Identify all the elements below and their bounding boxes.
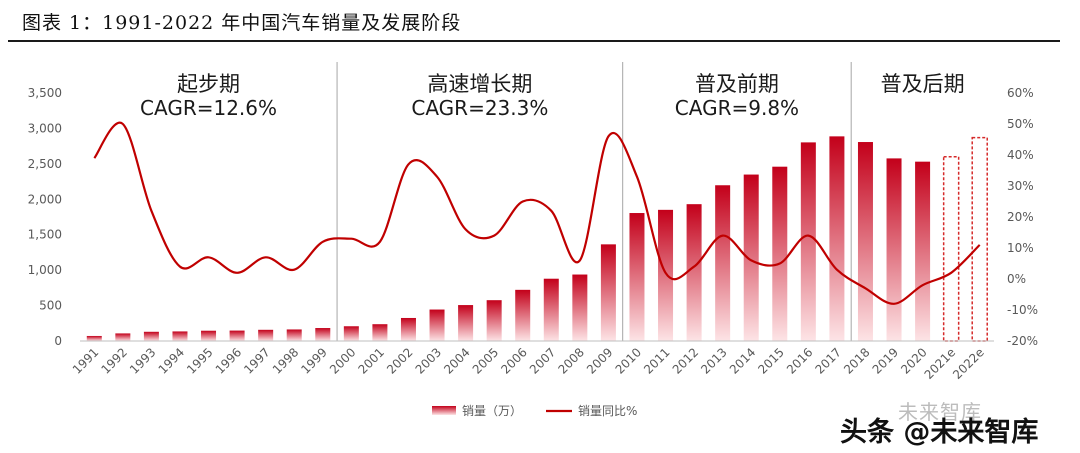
bar-1992 [115, 333, 131, 341]
y-right-tick: 60% [1007, 86, 1034, 100]
bar-2018 [857, 142, 873, 341]
y-right-tick: 0% [1007, 272, 1026, 286]
phase-cagr: CAGR=23.3% [411, 96, 548, 120]
y-right-tick: 40% [1007, 148, 1034, 162]
x-tick-2006: 2006 [498, 345, 529, 376]
x-tick-2003: 2003 [413, 345, 444, 376]
watermark-logo-text: 未来智库 [898, 400, 982, 424]
bar-1991 [86, 335, 102, 341]
bar-1997 [258, 329, 274, 341]
bar-2017 [829, 136, 845, 341]
x-tick-2017: 2017 [813, 345, 844, 376]
bar-2008 [572, 274, 588, 341]
yoy-growth-line [93, 121, 981, 305]
y-left-tick: 1,000 [28, 263, 62, 277]
bar-2004 [458, 305, 474, 341]
y-right-tick: 10% [1007, 241, 1034, 255]
x-tick-2016: 2016 [784, 345, 815, 376]
title-rule [8, 40, 1060, 42]
bar-2001 [372, 324, 388, 341]
bar-2011 [658, 209, 674, 341]
legend-label-line: 销量同比% [578, 404, 637, 418]
x-tick-2011: 2011 [641, 345, 672, 376]
y-right-tick: 50% [1007, 117, 1034, 131]
bar-2015 [772, 166, 788, 341]
x-tick-1994: 1994 [156, 345, 187, 376]
legend-swatch-bar [432, 406, 456, 415]
bar-2016 [800, 142, 816, 341]
x-tick-2014: 2014 [727, 345, 758, 376]
bar-1994 [172, 331, 188, 341]
x-tick-2001: 2001 [356, 345, 387, 376]
x-tick-1998: 1998 [270, 345, 301, 376]
y-left-tick: 3,500 [28, 86, 62, 100]
bar-estimate-2021e [942, 156, 960, 342]
y-left-tick: 0 [54, 334, 62, 348]
x-tick-2013: 2013 [698, 345, 729, 376]
x-tick-1997: 1997 [241, 345, 272, 376]
bar-2010 [629, 213, 645, 341]
y-left-tick: 3,000 [28, 121, 62, 135]
bar-1996 [229, 330, 245, 341]
bar-2014 [743, 174, 759, 341]
x-tick-1993: 1993 [127, 345, 158, 376]
bar-1993 [143, 331, 159, 341]
bar-2005 [486, 300, 502, 341]
x-tick-2012: 2012 [670, 345, 701, 376]
x-tick-2019: 2019 [870, 345, 901, 376]
bar-2012 [686, 204, 702, 341]
bar-2002 [400, 317, 416, 341]
x-tick-2007: 2007 [527, 345, 558, 376]
y-right-tick: 20% [1007, 210, 1034, 224]
phase-name: 起步期 [177, 72, 240, 96]
bar-2019 [886, 158, 902, 341]
x-tick-2004: 2004 [441, 345, 472, 376]
legend-label-bar: 销量（万） [462, 404, 522, 418]
x-tick-1996: 1996 [213, 345, 244, 376]
x-tick-1995: 1995 [184, 345, 215, 376]
y-left-tick: 500 [39, 299, 62, 313]
phase-cagr: CAGR=12.6% [140, 96, 277, 120]
bar-2006 [515, 289, 531, 341]
x-tick-2021e: 2021e [922, 345, 959, 382]
y-right-tick: 30% [1007, 179, 1034, 193]
x-tick-1999: 1999 [298, 345, 329, 376]
x-tick-2000: 2000 [327, 345, 358, 376]
phase-name: 高速增长期 [427, 72, 532, 96]
bar-2009 [600, 244, 616, 341]
bar-estimate-2022e [971, 136, 988, 342]
x-tick-2009: 2009 [584, 345, 615, 376]
y-right-tick: -20% [1007, 334, 1038, 348]
x-tick-2002: 2002 [384, 345, 415, 376]
phase-cagr: CAGR=9.8% [675, 96, 799, 120]
x-tick-2022e: 2022e [950, 345, 987, 382]
bar-1995 [201, 330, 217, 341]
x-tick-1991: 1991 [70, 345, 101, 376]
bar-1998 [286, 329, 302, 341]
phase-name: 普及后期 [881, 72, 965, 96]
x-tick-2018: 2018 [841, 345, 872, 376]
bar-2013 [715, 185, 731, 341]
y-left-tick: 1,500 [28, 228, 62, 242]
phase-name: 普及前期 [695, 72, 779, 96]
bar-2000 [343, 326, 359, 341]
bar-2003 [429, 309, 445, 341]
y-right-tick: -10% [1007, 303, 1038, 317]
x-tick-2015: 2015 [755, 345, 786, 376]
bar-2020 [915, 161, 931, 341]
x-tick-1992: 1992 [98, 345, 129, 376]
bar-2007 [543, 278, 559, 341]
y-left-tick: 2,000 [28, 192, 62, 206]
x-tick-2010: 2010 [613, 345, 644, 376]
x-tick-2008: 2008 [555, 345, 586, 376]
bar-1999 [315, 328, 331, 341]
figure-title: 图表 1：1991-2022 年中国汽车销量及发展阶段 [22, 12, 462, 34]
x-tick-2005: 2005 [470, 345, 501, 376]
watermark-text: 头条 @未来智库 [840, 417, 1039, 448]
y-left-tick: 2,500 [28, 157, 62, 171]
